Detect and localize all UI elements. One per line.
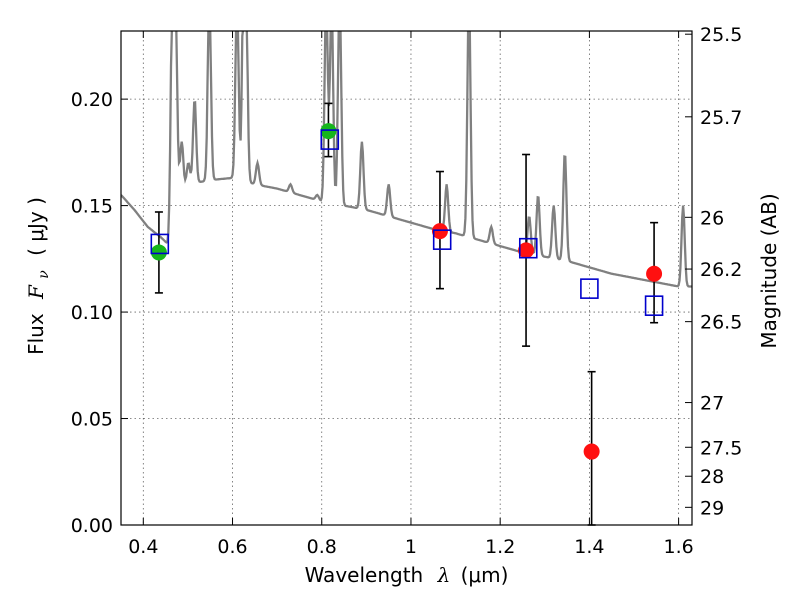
series-green-points bbox=[150, 102, 337, 294]
y-tick-label: 0.20 bbox=[71, 89, 113, 111]
plot-frame bbox=[120, 30, 693, 526]
spectrum-line bbox=[121, 31, 692, 288]
y-tick-label: 0.05 bbox=[71, 409, 113, 431]
y2-tick-label: 27.5 bbox=[700, 437, 742, 459]
series-model-photometry bbox=[150, 129, 664, 316]
y2-tick-label: 25.7 bbox=[700, 107, 742, 129]
series-red-points bbox=[431, 153, 663, 526]
data-point bbox=[583, 443, 600, 460]
x-tick-label: 0.8 bbox=[307, 536, 337, 558]
data-point bbox=[646, 265, 663, 282]
model-point bbox=[644, 295, 664, 316]
data-point bbox=[150, 244, 167, 261]
model-point bbox=[320, 129, 340, 150]
y-axis-unit: ( μJy ) bbox=[24, 197, 48, 256]
y2-tick-label: 28 bbox=[700, 466, 724, 488]
model-point bbox=[580, 278, 599, 299]
model-point bbox=[432, 229, 452, 250]
y-tick-label: 0.00 bbox=[71, 515, 113, 537]
x-tick-label: 1.4 bbox=[574, 536, 604, 558]
y-axis-symbol: F bbox=[24, 284, 48, 300]
y2-tick-label: 25.5 bbox=[700, 24, 742, 46]
model-point bbox=[150, 233, 170, 255]
y2-tick-label: 26.2 bbox=[700, 259, 742, 281]
y-axis-label: Flux bbox=[24, 313, 48, 355]
y-tick-label: 0.10 bbox=[71, 302, 113, 324]
x-tick-label: 0.4 bbox=[128, 536, 158, 558]
y2-tick-label: 26 bbox=[700, 207, 724, 229]
x-axis-title: Wavelength λ (μm) bbox=[305, 563, 509, 587]
data-points-layer bbox=[150, 102, 664, 526]
ticks-layer: 0.4 0.6 0.8 1 1.2 1.4 1.6 0.00 0.05 0.10 0.15 0.20 2… bbox=[71, 24, 743, 558]
x-axis-symbol: λ bbox=[437, 563, 451, 587]
y-axis-title: Flux F ν ( μJy ) bbox=[24, 197, 53, 355]
y-tick-label: 0.15 bbox=[71, 196, 113, 218]
data-point bbox=[320, 123, 337, 140]
x-tick-label: 1 bbox=[405, 536, 417, 558]
data-point bbox=[431, 223, 448, 240]
y2-tick-label: 27 bbox=[700, 393, 724, 415]
y2-tick-label: 29 bbox=[700, 497, 724, 519]
y-axis-subscript: ν bbox=[36, 270, 52, 279]
x-tick-label: 0.6 bbox=[217, 536, 247, 558]
spectrum-layer bbox=[121, 31, 692, 288]
x-axis-unit: (μm) bbox=[461, 563, 509, 587]
y2-tick-label: 26.5 bbox=[700, 312, 742, 334]
x-axis-label: Wavelength bbox=[305, 563, 424, 587]
x-tick-label: 1.2 bbox=[485, 536, 515, 558]
y2-axis-title: Magnitude (AB) bbox=[757, 193, 781, 348]
model-point bbox=[518, 237, 538, 259]
x-tick-label: 1.6 bbox=[664, 536, 694, 558]
data-point bbox=[518, 242, 535, 259]
